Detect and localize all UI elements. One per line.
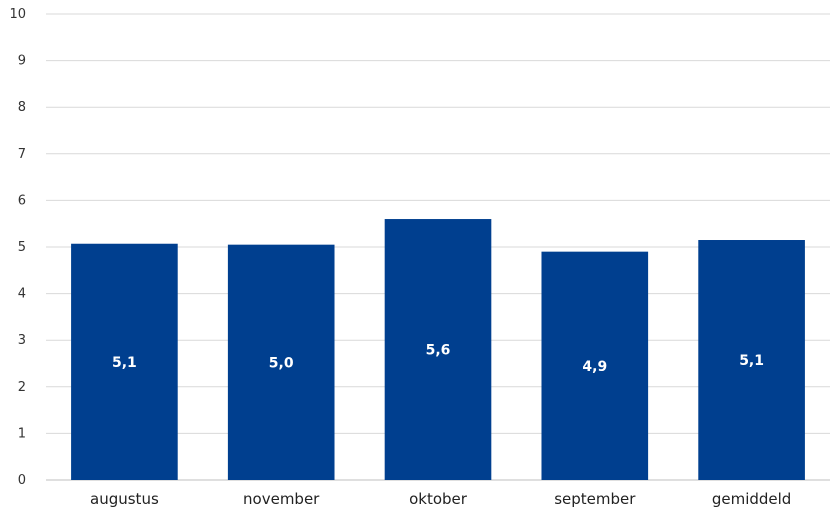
bar-value-label: 5,6 xyxy=(426,343,451,359)
bar-value-label: 5,1 xyxy=(739,353,764,369)
bar xyxy=(541,251,649,480)
y-tick-label: 8 xyxy=(18,100,26,115)
x-category-label: oktober xyxy=(409,490,468,508)
bar-value-label: 5,0 xyxy=(269,355,294,371)
y-tick-label: 4 xyxy=(18,287,26,302)
y-tick-label: 0 xyxy=(18,473,26,488)
y-tick-label: 9 xyxy=(18,54,26,69)
y-tick-label: 3 xyxy=(18,333,26,348)
y-tick-label: 2 xyxy=(18,380,26,395)
data-labels: 5,1 5,0 5,6 4,9 5,1 xyxy=(112,343,764,375)
bar xyxy=(227,244,335,480)
bar xyxy=(71,243,178,480)
y-tick-label: 10 xyxy=(9,7,26,22)
x-category-label: november xyxy=(243,490,320,508)
bar xyxy=(384,219,492,481)
y-tick-label: 7 xyxy=(18,147,26,162)
y-tick-label: 6 xyxy=(18,193,26,208)
x-category-label: september xyxy=(554,490,636,508)
x-category-label: gemiddeld xyxy=(712,490,792,508)
bar-value-label: 4,9 xyxy=(582,359,607,375)
x-category-label: augustus xyxy=(90,490,159,508)
y-axis-ticks: 0 1 2 3 4 5 6 7 8 9 10 xyxy=(9,7,26,488)
x-axis-categories: augustus november oktober september gemiddel… xyxy=(90,490,791,508)
bars xyxy=(71,219,805,481)
y-tick-label: 5 xyxy=(18,240,26,255)
bar-value-label: 5,1 xyxy=(112,355,137,371)
y-tick-label: 1 xyxy=(18,426,26,441)
bar xyxy=(698,240,805,480)
